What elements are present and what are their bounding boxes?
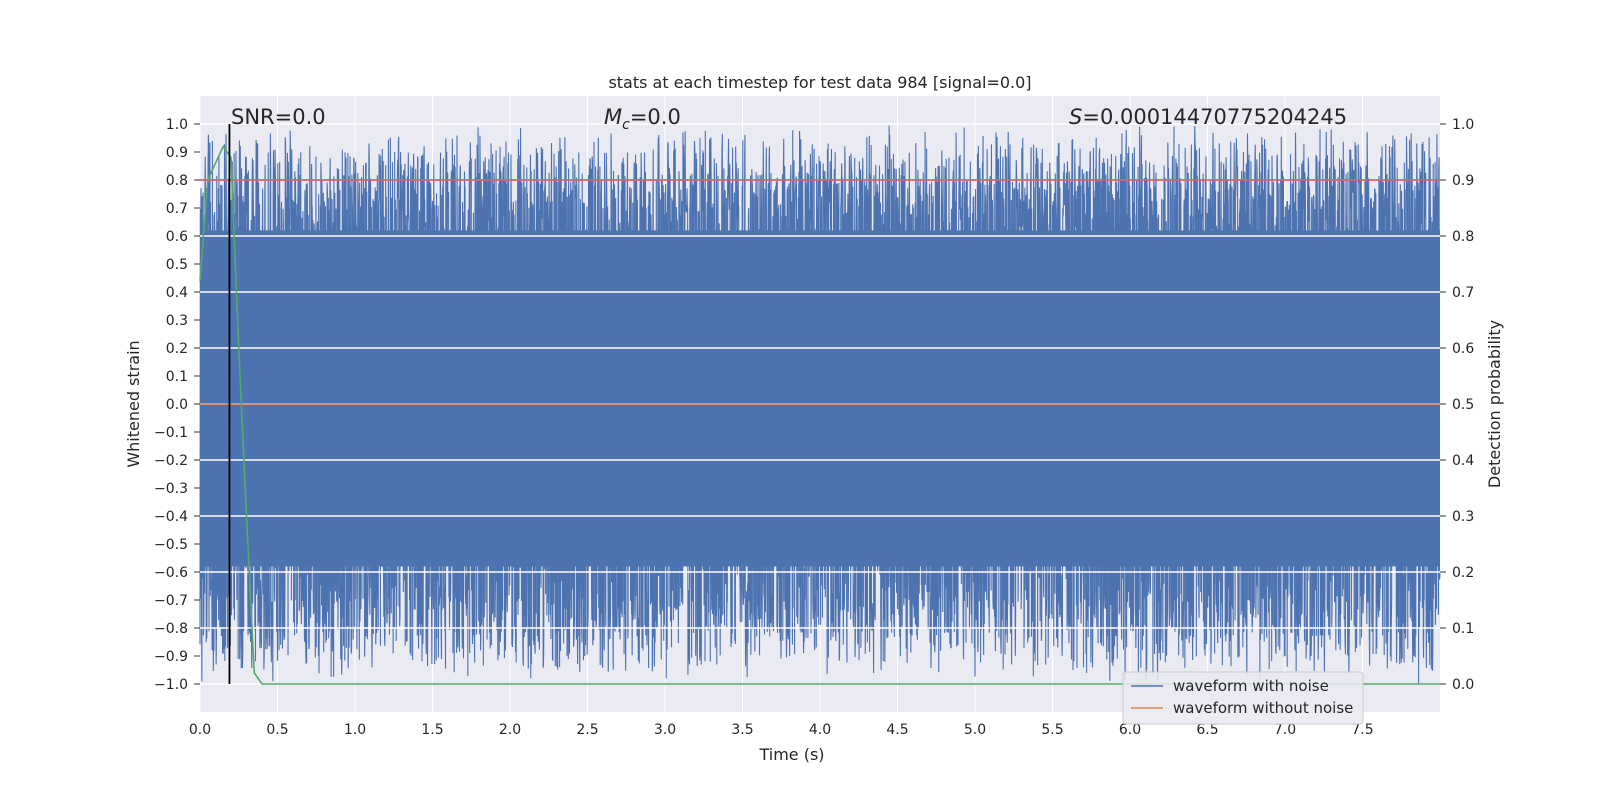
chart-title: stats at each timestep for test data 984… (608, 73, 1031, 92)
y2-tick-label: 0.6 (1452, 341, 1474, 357)
y-tick-label: −0.9 (154, 649, 188, 665)
x-tick-label: 0.5 (266, 722, 288, 738)
x-tick-label: 4.5 (886, 722, 908, 738)
noise-waveform-series (199, 125, 1441, 684)
detection-probability-line (199, 144, 1440, 685)
y2-tick-label: 0.2 (1452, 565, 1474, 581)
legend: waveform with noise waveform without noi… (1122, 671, 1364, 725)
y-axis-label: Whitened strain (124, 340, 143, 467)
y-tick-label: 0.4 (166, 285, 188, 301)
s-value: =0.00014470775204245 (1082, 105, 1347, 129)
y-tick-label: −0.4 (154, 509, 188, 525)
y2-tick-label: 0.9 (1452, 173, 1474, 189)
y-tick-label: 0.0 (166, 397, 188, 413)
y2-tick-label: 0.8 (1452, 229, 1474, 245)
chirp-mass-symbol: M (604, 105, 622, 129)
y-tick-labels: 1.0 0.9 0.8 0.7 0.6 0.5 0.4 0.3 0.2 0.1 0.0 −0.1 −0.… (154, 117, 200, 693)
x-tick-label: 1.0 (344, 722, 366, 738)
chirp-mass-subscript: c (622, 117, 630, 133)
y-tick-label: −0.1 (154, 425, 188, 441)
y-tick-label: 1.0 (166, 117, 188, 133)
y-tick-label: 0.5 (166, 257, 188, 273)
legend-label-noise: waveform with noise (1173, 677, 1329, 695)
x-tick-label: 7.0 (1274, 722, 1296, 738)
y2-tick-label: 0.5 (1452, 397, 1474, 413)
y-tick-label: −0.6 (154, 565, 188, 581)
x-tick-label: 6.5 (1196, 722, 1218, 738)
y-tick-label: −0.8 (154, 621, 188, 637)
y2-tick-labels: 1.0 0.9 0.8 0.7 0.6 0.5 0.4 0.3 0.2 0.1 0.0 (1440, 117, 1474, 693)
x-tick-label: 6.0 (1119, 722, 1141, 738)
s-symbol: S (1069, 105, 1082, 129)
y2-tick-label: 0.0 (1452, 677, 1474, 693)
x-tick-label: 2.0 (499, 722, 521, 738)
y2-axis-label: Detection probability (1485, 320, 1504, 488)
noise-waveform-band (200, 230, 1440, 567)
y-tick-label: −0.7 (154, 593, 188, 609)
snr-annotation: SNR=0.0 (231, 105, 326, 129)
x-tick-label: 4.0 (809, 722, 831, 738)
y-tick-label: 0.6 (166, 229, 188, 245)
y-tick-label: 0.3 (166, 313, 188, 329)
x-tick-label: 7.5 (1351, 722, 1373, 738)
y-tick-label: 0.2 (166, 341, 188, 357)
x-tick-label: 3.0 (654, 722, 676, 738)
y2-tick-label: 0.7 (1452, 285, 1474, 301)
y-tick-label: 0.9 (166, 145, 188, 161)
y-tick-label: −0.3 (154, 481, 188, 497)
y-tick-label: −1.0 (154, 677, 188, 693)
x-tick-label: 5.0 (964, 722, 986, 738)
y-tick-label: −0.2 (154, 453, 188, 469)
x-tick-labels: 0.0 0.5 1.0 1.5 2.0 2.5 3.0 3.5 4.0 4.5 5.0 5.5 6.0 6… (189, 722, 1374, 738)
y2-tick-label: 0.4 (1452, 453, 1474, 469)
y-tick-label: 0.8 (166, 173, 188, 189)
y2-tick-label: 1.0 (1452, 117, 1474, 133)
legend-box (1122, 671, 1364, 725)
chirp-mass-annotation: Mc=0.0 (604, 105, 681, 133)
y-tick-label: 0.7 (166, 201, 188, 217)
overlay-lines (199, 124, 1440, 685)
chirp-mass-value: =0.0 (630, 105, 681, 129)
y-tick-label: −0.5 (154, 537, 188, 553)
x-tick-label: 1.5 (421, 722, 443, 738)
y-tick-label: 0.1 (166, 369, 188, 385)
x-axis-label: Time (s) (758, 745, 824, 764)
y2-tick-label: 0.1 (1452, 621, 1474, 637)
x-tick-label: 3.5 (731, 722, 753, 738)
legend-label-clean: waveform without noise (1173, 699, 1353, 717)
y2-tick-label: 0.3 (1452, 509, 1474, 525)
x-tick-label: 5.5 (1041, 722, 1063, 738)
x-tick-label: 2.5 (576, 722, 598, 738)
x-tick-label: 0.0 (189, 722, 211, 738)
s-annotation: S=0.00014470775204245 (1069, 105, 1347, 129)
